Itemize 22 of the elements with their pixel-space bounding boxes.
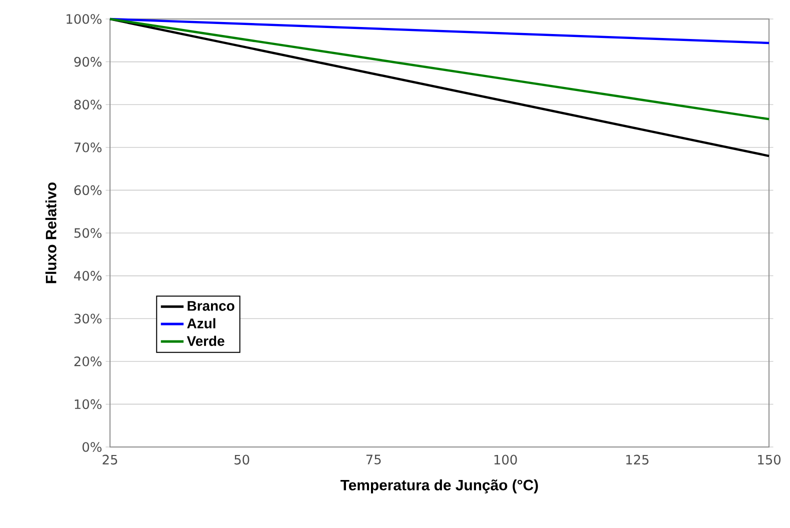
x-axis-title: Temperatura de Junção (°C) <box>340 479 538 494</box>
y-tick-label: 40% <box>74 270 102 281</box>
y-tick-label: 70% <box>74 142 102 152</box>
x-tick-label: 50 <box>234 454 250 465</box>
y-tick-label: 90% <box>74 56 102 67</box>
x-tick-label: 75 <box>366 454 381 464</box>
y-axis-title: Fluxo Relativo <box>45 182 56 284</box>
legend-label: Verde <box>186 336 224 346</box>
y-tick-label: 30% <box>74 314 102 324</box>
legend-label: Azul <box>187 318 216 328</box>
y-tick-label: 80% <box>74 100 102 110</box>
x-tick-label: 25 <box>102 454 118 465</box>
legend-label: Branco <box>188 301 234 311</box>
y-tick-label: 0% <box>82 442 102 452</box>
y-tick-label: 20% <box>74 356 102 366</box>
y-tick-label: 60% <box>74 185 102 196</box>
y-tick-label: 100% <box>66 14 102 24</box>
x-tick-label: 125 <box>626 454 648 465</box>
x-tick-label: 100 <box>494 454 517 465</box>
y-tick-label: 50% <box>74 228 102 238</box>
y-tick-label: 10% <box>74 399 102 410</box>
x-tick-label: 150 <box>758 454 780 465</box>
